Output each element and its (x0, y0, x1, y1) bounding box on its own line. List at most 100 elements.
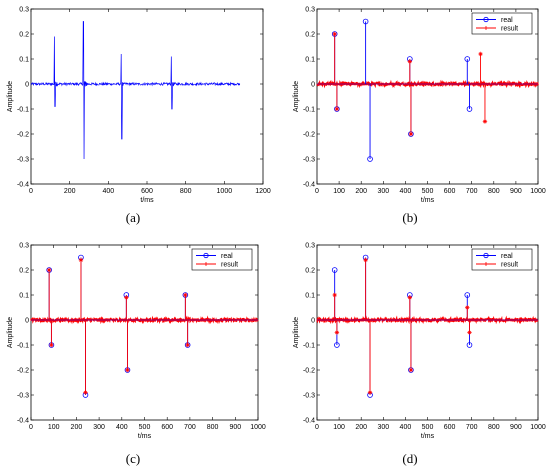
y-tick-label: 0.1 (19, 293, 29, 300)
legend-label: real (501, 253, 513, 260)
x-tick-label: 300 (377, 424, 389, 431)
x-tick-label: 700 (466, 424, 478, 431)
legend-label: result (501, 262, 518, 269)
panel-caption: (b) (402, 210, 417, 225)
result-marker (334, 330, 340, 335)
y-tick-label: -0.4 (17, 418, 29, 425)
chart-panel-1: 0 100 200 300 400 500 600 700 800 900 1000 -0.4 -0.3… (293, 7, 546, 226)
legend-label: result (221, 262, 238, 269)
legend-marker-real (483, 252, 489, 259)
y-axis-label: Amplitude (7, 81, 14, 112)
y-tick-label: -0.1 (17, 343, 29, 350)
legend-label: real (221, 253, 233, 260)
x-tick-label: 600 (141, 188, 153, 195)
y-tick-label: -0.2 (17, 368, 29, 375)
chart-panel-0: 0 200 400 600 800 1000 1200 -0.4 -0.3 -0.2 -0.1 0 0.… (7, 7, 271, 226)
real-marker (464, 56, 471, 62)
x-tick-label: 800 (488, 188, 500, 195)
legend: real result (471, 12, 533, 35)
y-tick-label: 0 (25, 82, 29, 89)
result-marker (407, 295, 413, 300)
legend-marker-real (203, 252, 209, 259)
chart-panel-2: 0 100 200 300 400 500 600 700 800 900 1000 -0.4 -0.3… (7, 243, 266, 467)
x-tick-label: 100 (333, 424, 345, 431)
x-tick-label: 200 (71, 424, 83, 431)
result-marker (125, 367, 130, 373)
y-axis-label: Amplitude (7, 317, 14, 348)
result-marker (363, 257, 368, 263)
x-tick-label: 300 (377, 188, 389, 195)
x-tick-label: 600 (444, 424, 456, 431)
y-tick-label: 0.3 (305, 243, 315, 250)
y-tick-label: 0.3 (19, 7, 29, 14)
result-marker (183, 292, 188, 298)
x-tick-label: 500 (422, 188, 434, 195)
x-tick-label: 700 (184, 424, 196, 431)
result-marker (334, 106, 340, 112)
y-tick-label: 0.1 (305, 293, 315, 300)
y-tick-label: 0.2 (19, 268, 29, 275)
y-tick-label: 0.1 (305, 57, 315, 64)
y-tick-label: -0.3 (303, 393, 315, 400)
y-tick-label: 0.1 (19, 57, 29, 64)
x-tick-label: 400 (400, 188, 412, 195)
y-tick-label: -0.2 (17, 132, 29, 139)
real-marker (466, 342, 473, 348)
y-tick-label: -0.3 (17, 157, 29, 164)
legend-box (471, 248, 533, 271)
result-marker (478, 51, 483, 57)
result-marker (49, 342, 54, 348)
result-baseline (30, 315, 259, 325)
x-tick-label: 600 (444, 188, 456, 195)
x-tick-label: 200 (64, 188, 76, 195)
signal-line (30, 21, 241, 160)
result-marker (78, 257, 84, 263)
y-tick-label: 0.2 (305, 32, 315, 39)
y-tick-label: -0.2 (303, 368, 315, 375)
y-tick-label: -0.3 (303, 157, 315, 164)
y-tick-label: -0.4 (17, 182, 29, 189)
x-tick-label: 1200 (255, 188, 271, 195)
y-tick-label: 0.3 (19, 243, 29, 250)
legend: real result (471, 248, 533, 271)
result-marker (467, 330, 472, 335)
x-tick-label: 0 (29, 424, 33, 431)
x-tick-label: 200 (355, 188, 367, 195)
y-tick-label: 0.3 (305, 7, 315, 14)
axes-box (316, 244, 539, 421)
y-tick-label: -0.2 (303, 132, 315, 139)
legend-marker-result (204, 262, 208, 266)
legend-marker-result (484, 26, 488, 30)
legend-label: real (501, 17, 513, 24)
panel-caption: (c) (126, 451, 140, 466)
y-tick-label: 0 (311, 318, 315, 325)
y-axis-label: Amplitude (293, 81, 300, 112)
x-axis-label: t/ms (421, 433, 435, 440)
result-marker (407, 59, 413, 64)
result-marker (332, 31, 337, 37)
real-marker (334, 342, 340, 348)
x-tick-label: 200 (355, 424, 367, 431)
axes-box (30, 244, 259, 421)
chart-panel-3: 0 100 200 300 400 500 600 700 800 900 1000 -0.4 -0.3… (293, 243, 546, 467)
y-tick-label: 0 (25, 318, 29, 325)
x-tick-label: 500 (139, 424, 151, 431)
y-tick-label: -0.4 (303, 182, 315, 189)
y-tick-label: -0.1 (17, 107, 29, 114)
result-marker (332, 292, 337, 298)
result-marker (185, 342, 190, 348)
x-tick-label: 400 (102, 188, 114, 195)
x-tick-label: 900 (510, 424, 522, 431)
x-tick-label: 0 (315, 188, 319, 195)
axes-box (316, 8, 539, 185)
y-tick-label: -0.3 (17, 393, 29, 400)
x-tick-label: 1000 (217, 188, 233, 195)
legend: real result (191, 248, 253, 271)
y-tick-label: -0.1 (303, 107, 315, 114)
y-axis-label: Amplitude (293, 317, 300, 348)
x-tick-label: 400 (400, 424, 412, 431)
x-tick-label: 300 (93, 424, 105, 431)
x-axis-label: t/ms (138, 433, 152, 440)
legend-marker-real (483, 16, 489, 23)
